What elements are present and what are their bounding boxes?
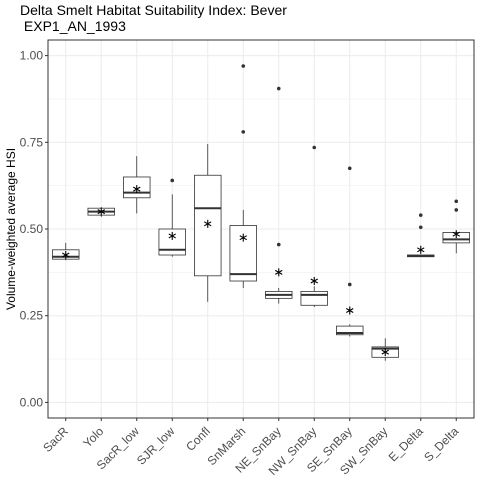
box-S_Delta (442, 199, 470, 254)
y-tick-label: 1.00 (20, 49, 44, 63)
mean-marker (133, 185, 141, 194)
box-SacR (52, 242, 80, 261)
mean-marker (97, 207, 105, 216)
chart-title: Delta Smelt Habitat Suitability Index: B… (20, 2, 287, 34)
mean-marker-stroke (417, 247, 425, 253)
outlier-point (347, 282, 352, 287)
y-axis: 0.00 0.25 0.50 0.75 1.00 (20, 49, 48, 409)
boxes (52, 64, 470, 361)
box-body (336, 325, 364, 336)
outlier-point (347, 166, 352, 171)
box-NE_SnBay (265, 86, 293, 304)
grid-minor (48, 98, 474, 360)
x-tick-label: E_Delta (386, 424, 426, 464)
box-body (300, 291, 328, 306)
mean-marker (239, 233, 247, 242)
mean-marker (452, 230, 460, 239)
x-tick-label: SJR_low (134, 424, 178, 468)
mean-marker-stroke (346, 308, 354, 313)
mean-marker (275, 268, 283, 277)
box-Yolo (87, 207, 115, 217)
y-tick-label: 0.25 (20, 309, 44, 323)
y-tick-label: 0.00 (20, 395, 44, 409)
mean-marker (310, 277, 318, 286)
mean-marker (168, 231, 176, 240)
outlier-point (241, 130, 246, 134)
outlier-point (241, 64, 246, 68)
box-SnMarsh (229, 64, 257, 288)
outlier-point (276, 242, 281, 247)
mean-marker-stroke (310, 278, 318, 284)
mean-marker (62, 251, 70, 260)
box-SacR_low (123, 156, 151, 214)
outlier-point (454, 208, 459, 212)
x-tick-label: Confl (183, 424, 213, 454)
mean-marker-stroke (239, 235, 247, 241)
outlier-point (276, 86, 281, 91)
box-body (229, 225, 257, 282)
mean-marker (204, 219, 212, 228)
outlier-point (454, 199, 459, 204)
mean-marker-stroke (204, 221, 212, 227)
mean-marker (417, 245, 425, 254)
y-tick-label: 0.50 (20, 222, 44, 236)
box-SE_SnBay (336, 166, 364, 337)
mean-marker-stroke (381, 349, 389, 355)
x-tick-label: S_Delta (421, 424, 461, 464)
box-E_Delta (407, 213, 435, 258)
mean-marker (346, 306, 354, 315)
box-SW_SnBay (371, 338, 399, 361)
y-tick-label: 0.75 (20, 135, 44, 149)
outlier-point (170, 178, 175, 183)
mean-marker-stroke (168, 233, 176, 239)
y-axis-title: Volume-weighted average HSI (4, 148, 18, 310)
outlier-point (418, 225, 423, 230)
x-tick-label: SacR (40, 424, 71, 455)
x-tick-label: Yolo (80, 424, 106, 450)
mean-marker-stroke (452, 231, 460, 237)
mean-marker-stroke (62, 252, 70, 258)
outlier-point (418, 213, 423, 217)
box-Confl (194, 144, 222, 302)
mean-marker (381, 348, 389, 357)
mean-marker-stroke (97, 209, 105, 215)
box-NW_SnBay (300, 145, 328, 308)
mean-marker-stroke (275, 269, 283, 275)
box-SJR_low (158, 178, 186, 257)
outlier-point (312, 145, 317, 150)
mean-marker-stroke (133, 186, 141, 192)
